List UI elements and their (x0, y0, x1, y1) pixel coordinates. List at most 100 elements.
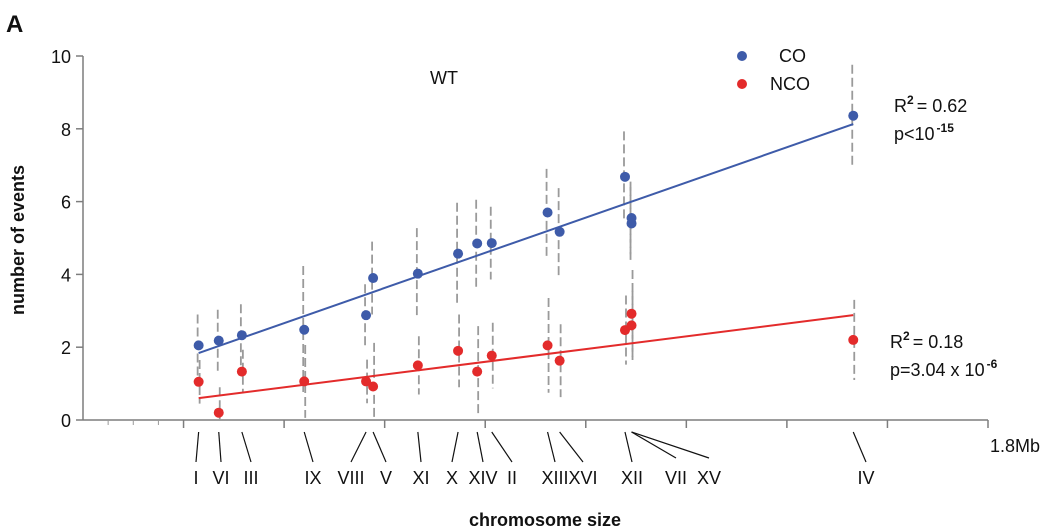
co-p-label: p<10 (894, 124, 935, 144)
co-r2-label: R (894, 96, 907, 116)
chart-title: WT (430, 68, 458, 88)
svg-text:R2= 0.18: R2 = 0.18 (890, 329, 963, 352)
chromosome-label: XI (412, 468, 429, 488)
point-nco (213, 407, 224, 418)
chromosome-leader (631, 431, 710, 459)
chromosome-leader (218, 431, 222, 463)
point-nco (626, 320, 637, 331)
legend-co-label: CO (779, 46, 806, 66)
fit-line-nco (198, 314, 854, 400)
point-nco (554, 355, 565, 366)
chromosome-label: XVI (568, 468, 597, 488)
point-co (486, 238, 497, 249)
nco-r2-value: = 0.18 (913, 332, 964, 352)
chromosome-leader (372, 431, 387, 463)
axes: 0 2 4 6 8 10 (51, 47, 989, 431)
chromosome-leader (559, 431, 584, 463)
x-axis-label: chromosome size (469, 510, 621, 530)
chromosome-label: XIII (541, 468, 568, 488)
fit-line-co (198, 123, 854, 354)
svg-text:p=3.04 x 10-6: p=3.04 x 10 -6 (890, 357, 998, 380)
chromosome-leader (476, 431, 484, 463)
nco-p-label: p=3.04 x 10 (890, 360, 985, 380)
point-co (299, 324, 310, 335)
chromosome-label: VI (212, 468, 229, 488)
co-stats: R2 = 0.62 p<10 -15 (894, 93, 967, 144)
point-co (193, 340, 204, 351)
x-axis-end-label: 1.8Mb (990, 436, 1040, 456)
chromosome-labels: I VI III IX VIII V XI X XIV II XIII XVI XII VII XV IV (193, 431, 875, 488)
chromosome-leader (241, 431, 252, 463)
chromosome-label: IX (304, 468, 321, 488)
chromosome-label: XV (697, 468, 721, 488)
y-tick-label: 4 (61, 265, 71, 285)
y-tick-label: 6 (61, 193, 71, 213)
chromosome-label: VIII (337, 468, 364, 488)
chromosome-label: V (380, 468, 392, 488)
chromosome-leader (451, 431, 459, 463)
point-nco (412, 360, 423, 371)
legend-nco-marker (737, 79, 747, 89)
point-nco (486, 350, 497, 361)
point-co (453, 248, 464, 259)
nco-r2-exp: 2 (903, 329, 910, 343)
y-tick-label: 8 (61, 120, 71, 140)
point-co (213, 335, 224, 346)
chromosome-label: IV (857, 468, 874, 488)
chromosome-leader (624, 431, 633, 463)
point-nco (193, 376, 204, 387)
chromosome-leader (417, 431, 422, 463)
chromosome-leader (195, 431, 200, 463)
chromosome-label: XII (621, 468, 643, 488)
point-nco (299, 376, 310, 387)
point-co (236, 330, 247, 341)
point-nco (472, 366, 483, 377)
point-nco (626, 308, 637, 319)
chromosome-label: III (243, 468, 258, 488)
legend-nco-label: NCO (770, 74, 810, 94)
nco-stats: R2 = 0.18 p=3.04 x 10 -6 (890, 329, 998, 380)
chromosome-label: I (193, 468, 198, 488)
y-tick-label: 0 (61, 411, 71, 431)
chromosome-leader (350, 431, 367, 463)
point-co (554, 226, 565, 237)
point-co (368, 273, 379, 284)
point-co (848, 110, 859, 121)
chromosome-leader (303, 431, 314, 463)
point-co (619, 171, 630, 182)
point-co (626, 218, 637, 229)
legend-co-marker (737, 51, 747, 61)
point-co (361, 310, 372, 321)
y-tick-label: 2 (61, 338, 71, 358)
chromosome-label: II (507, 468, 517, 488)
data-points (193, 110, 859, 418)
point-co (412, 268, 423, 279)
chromosome-leader (546, 431, 556, 463)
point-nco (542, 340, 553, 351)
chromosome-label: XIV (468, 468, 497, 488)
point-co (542, 207, 553, 218)
chromosome-label: VII (665, 468, 687, 488)
point-nco (236, 366, 247, 377)
fit-lines (198, 123, 854, 400)
chromosome-leader (852, 431, 867, 463)
chromosome-label: X (446, 468, 458, 488)
svg-text:p<10-15: p<10 -15 (894, 121, 954, 144)
co-r2-exp: 2 (907, 93, 914, 107)
y-tick-label: 10 (51, 47, 71, 67)
chromosome-leader (631, 431, 677, 459)
point-nco (361, 376, 372, 387)
chromosome-leader (491, 431, 513, 463)
svg-text:R2= 0.62: R2 = 0.62 (894, 93, 967, 116)
point-co (472, 238, 483, 249)
error-bars (196, 64, 856, 420)
nco-p-exp: -6 (987, 357, 998, 371)
legend: CO NCO (737, 46, 810, 94)
co-r2-value: = 0.62 (917, 96, 968, 116)
point-nco (368, 381, 379, 392)
co-p-exp: -15 (937, 121, 955, 135)
y-axis-label: number of events (8, 165, 28, 315)
nco-r2-label: R (890, 332, 903, 352)
point-nco (848, 334, 859, 345)
